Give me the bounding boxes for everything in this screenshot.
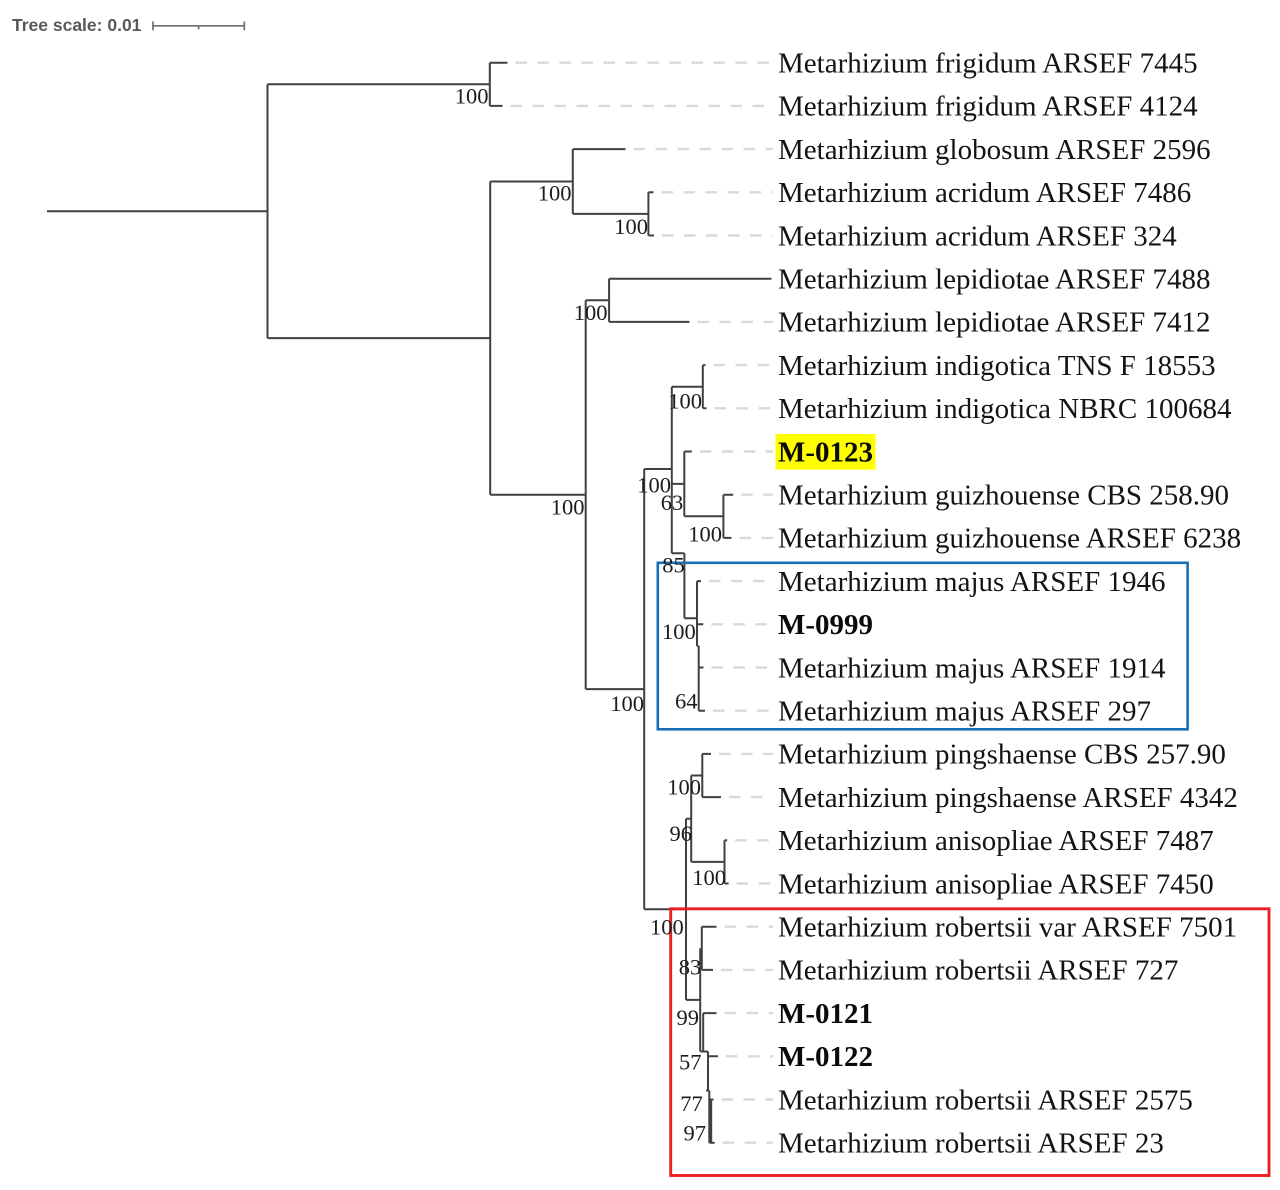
svg-text:Metarhizium robertsii ARSEF 72: Metarhizium robertsii ARSEF 727 — [778, 955, 1178, 987]
svg-text:M-0123: M-0123 — [778, 436, 873, 468]
svg-text:96: 96 — [670, 821, 693, 846]
svg-text:100: 100 — [610, 691, 644, 716]
svg-text:100: 100 — [455, 84, 489, 109]
svg-text:Metarhizium acridum ARSEF 7486: Metarhizium acridum ARSEF 7486 — [778, 177, 1191, 209]
svg-text:100: 100 — [614, 214, 648, 239]
svg-text:M-0999: M-0999 — [778, 609, 873, 641]
svg-text:83: 83 — [679, 954, 702, 979]
svg-text:Metarhizium robertsii var ARSE: Metarhizium robertsii var ARSEF 7501 — [778, 912, 1237, 944]
svg-text:Metarhizium lepidiotae ARSEF 7: Metarhizium lepidiotae ARSEF 7412 — [778, 307, 1211, 339]
svg-text:99: 99 — [677, 1005, 700, 1030]
svg-text:Metarhizium majus ARSEF 297: Metarhizium majus ARSEF 297 — [778, 696, 1151, 728]
svg-text:57: 57 — [679, 1049, 702, 1074]
svg-text:Metarhizium indigotica TNS F 1: Metarhizium indigotica TNS F 18553 — [778, 350, 1216, 382]
svg-text:Metarhizium anisopliae ARSEF 7: Metarhizium anisopliae ARSEF 7450 — [778, 868, 1214, 900]
svg-text:Metarhizium pingshaense CBS 25: Metarhizium pingshaense CBS 257.90 — [778, 739, 1226, 771]
svg-text:M-0122: M-0122 — [778, 1041, 873, 1073]
svg-text:100: 100 — [667, 775, 701, 800]
svg-text:Metarhizium frigidum ARSEF 744: Metarhizium frigidum ARSEF 7445 — [778, 48, 1198, 80]
svg-text:100: 100 — [692, 865, 726, 890]
svg-text:85: 85 — [662, 552, 685, 577]
svg-text:Metarhizium globosum ARSEF 259: Metarhizium globosum ARSEF 2596 — [778, 134, 1211, 166]
svg-text:100: 100 — [574, 300, 608, 325]
svg-text:Metarhizium robertsii ARSEF 23: Metarhizium robertsii ARSEF 23 — [778, 1128, 1164, 1160]
svg-text:Metarhizium anisopliae ARSEF 7: Metarhizium anisopliae ARSEF 7487 — [778, 825, 1214, 857]
svg-text:Metarhizium pingshaense ARSEF: Metarhizium pingshaense ARSEF 4342 — [778, 782, 1238, 814]
svg-text:100: 100 — [637, 473, 671, 498]
svg-text:97: 97 — [684, 1120, 707, 1145]
svg-text:Metarhizium acridum ARSEF 324: Metarhizium acridum ARSEF 324 — [778, 220, 1177, 252]
svg-text:100: 100 — [668, 388, 702, 413]
svg-text:Metarhizium guizhouense CBS 25: Metarhizium guizhouense CBS 258.90 — [778, 480, 1229, 512]
svg-text:Metarhizium robertsii ARSEF 25: Metarhizium robertsii ARSEF 2575 — [778, 1084, 1193, 1116]
svg-text:Metarhizium guizhouense ARSEF: Metarhizium guizhouense ARSEF 6238 — [778, 523, 1241, 555]
svg-text:Metarhizium lepidiotae ARSEF 7: Metarhizium lepidiotae ARSEF 7488 — [778, 264, 1211, 296]
svg-text:100: 100 — [551, 494, 585, 519]
svg-text:Metarhizium majus ARSEF 1946: Metarhizium majus ARSEF 1946 — [778, 566, 1165, 598]
svg-text:100: 100 — [538, 181, 572, 206]
svg-text:77: 77 — [680, 1091, 703, 1116]
svg-text:Metarhizium indigotica NBRC 10: Metarhizium indigotica NBRC 100684 — [778, 393, 1232, 425]
svg-text:Metarhizium frigidum ARSEF 412: Metarhizium frigidum ARSEF 4124 — [778, 91, 1198, 123]
svg-text:Tree scale: 0.01: Tree scale: 0.01 — [12, 15, 142, 35]
svg-text:100: 100 — [662, 619, 696, 644]
svg-text:64: 64 — [675, 689, 698, 714]
svg-text:63: 63 — [661, 490, 684, 515]
svg-text:Metarhizium majus ARSEF 1914: Metarhizium majus ARSEF 1914 — [778, 652, 1166, 684]
svg-text:M-0121: M-0121 — [778, 998, 873, 1030]
svg-text:100: 100 — [688, 521, 722, 546]
svg-text:100: 100 — [650, 914, 684, 939]
